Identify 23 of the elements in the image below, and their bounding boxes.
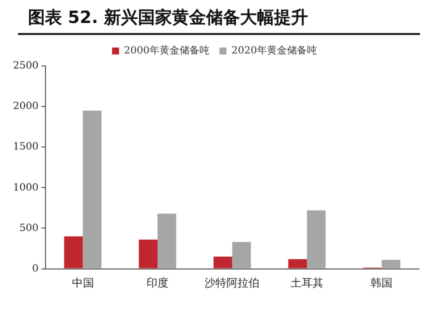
bar [82, 110, 102, 268]
x-tick-label: 沙特阿拉伯 [204, 276, 260, 290]
x-tick-label: 土耳其 [290, 276, 324, 290]
y-tick-label: 0 [32, 263, 38, 274]
y-tick-label: 2500 [12, 60, 38, 72]
bar [138, 240, 158, 268]
x-tick-label: 中国 [72, 276, 94, 290]
y-tick-label: 2000 [12, 101, 38, 112]
legend-label: 2000年黄金储备吨 [124, 44, 210, 57]
legend-label: 2020年黄金储备吨 [232, 44, 317, 57]
x-tick-label: 韩国 [370, 276, 393, 290]
bar [214, 256, 232, 268]
x-tick-label: 印度 [146, 276, 169, 290]
bar [382, 260, 400, 268]
chart-title: 图表 52. 新兴国家黄金储备大幅提升 [28, 7, 308, 29]
bar [64, 236, 83, 268]
bar [158, 214, 176, 268]
y-tick-label: 1500 [12, 142, 38, 153]
bar [232, 242, 251, 268]
y-tick-label: 1000 [12, 182, 38, 194]
bar [306, 210, 326, 268]
bar [288, 259, 307, 268]
y-tick-label: 500 [19, 222, 38, 234]
